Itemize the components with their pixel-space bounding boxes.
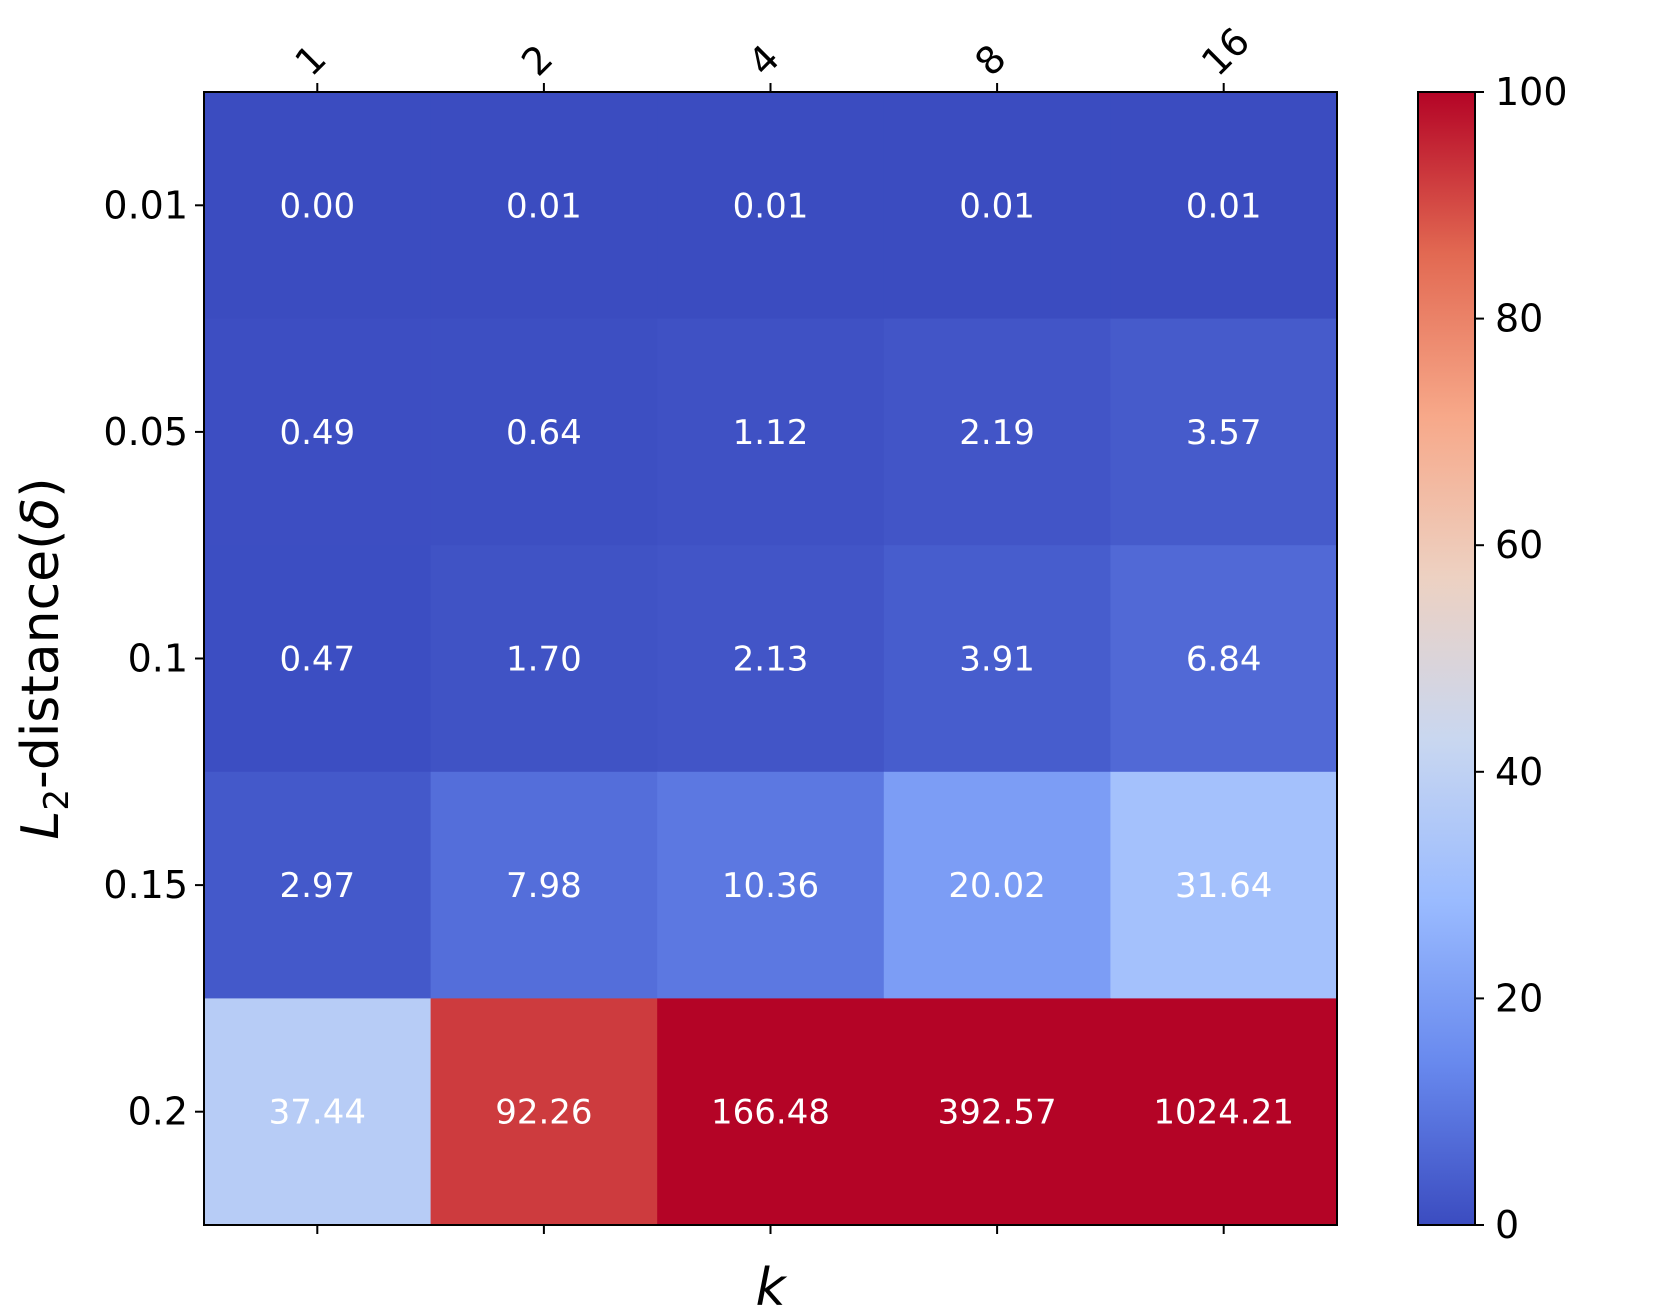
- heatmap-cell: [883, 771, 1111, 999]
- colorbar: [1417, 91, 1476, 1226]
- heatmap-cell: [430, 998, 658, 1226]
- heatmap-cell: [204, 318, 432, 546]
- cell-value-label: 1.70: [506, 640, 582, 680]
- cell-value-label: 7.98: [506, 866, 582, 906]
- y-tick-label: 0.15: [103, 863, 188, 907]
- cell-value-label: 0.01: [1186, 186, 1262, 226]
- heatmap-cell: [1110, 545, 1338, 773]
- cell-value-label: 31.64: [1175, 866, 1272, 906]
- heatmap-cell: [1110, 998, 1338, 1226]
- heatmap-cell: [883, 318, 1111, 546]
- colorbar-tick-label: 80: [1495, 297, 1543, 341]
- x-tick-label: 16: [1193, 19, 1258, 84]
- cell-value-label: 166.48: [711, 1093, 830, 1133]
- cell-value-label: 0.47: [279, 640, 355, 680]
- x-tick-label: 1: [287, 36, 335, 84]
- cell-value-label: 2.13: [733, 640, 809, 680]
- y-axis-label-main: L: [11, 811, 71, 840]
- cell-value-label: 3.57: [1186, 413, 1262, 453]
- colorbar-tick-label: 40: [1495, 750, 1543, 794]
- cell-value-label: 0.49: [279, 413, 355, 453]
- cell-value-label: 0.64: [506, 413, 582, 453]
- heatmap-cell: [430, 545, 658, 773]
- cell-value-label: 10.36: [722, 866, 819, 906]
- heatmap-cell: [657, 545, 885, 773]
- heatmap-cell: [657, 998, 885, 1226]
- colorbar-tick-label: 60: [1495, 523, 1543, 567]
- cell-value-label: 20.02: [948, 866, 1045, 906]
- heatmap-cell: [1110, 92, 1338, 320]
- heatmap-cell: [430, 92, 658, 320]
- colorbar-tick-label: 0: [1495, 1203, 1519, 1247]
- x-tick-label: 2: [513, 36, 561, 84]
- heatmap-cell: [204, 998, 432, 1226]
- cell-value-label: 0.00: [279, 186, 355, 226]
- x-axis-bottom-ticks: [316, 1225, 1225, 1234]
- colorbar-ticks: 0 20 40 60 80 100: [1475, 70, 1568, 1247]
- cell-value-label: 1.12: [733, 413, 809, 453]
- heatmap-cell: [657, 92, 885, 320]
- heatmap-cell: [883, 92, 1111, 320]
- y-axis-label-rest: -distance(: [11, 530, 71, 789]
- heatmap-cell: [204, 545, 432, 773]
- cell-value-label: 0.01: [959, 186, 1035, 226]
- heatmap-cell: [657, 318, 885, 546]
- colorbar-tick-label: 100: [1495, 70, 1568, 114]
- x-axis-label: k: [755, 1258, 787, 1312]
- heatmap-cell: [430, 318, 658, 546]
- cell-value-label: 0.01: [506, 186, 582, 226]
- cell-value-label: 6.84: [1186, 640, 1262, 680]
- y-axis-label: L2-distance(δ): [11, 477, 77, 839]
- x-tick-label: 8: [966, 36, 1014, 84]
- y-axis-label-subscript: 2: [37, 789, 77, 811]
- heatmap-cell: [1110, 318, 1338, 546]
- cell-value-label: 3.91: [959, 640, 1035, 680]
- heatmap-cell: [883, 545, 1111, 773]
- x-tick-label: 4: [740, 36, 788, 84]
- cell-value-label: 92.26: [495, 1093, 592, 1133]
- cell-value-label: 2.97: [279, 866, 355, 906]
- heatmap-cell: [204, 771, 432, 999]
- y-axis-ticks: 0.01 0.05 0.1 0.15 0.2: [103, 183, 204, 1134]
- cell-value-label: 2.19: [959, 413, 1035, 453]
- cell-value-label: 37.44: [269, 1093, 366, 1133]
- cell-value-label: 0.01: [733, 186, 809, 226]
- y-axis-label-close: ): [11, 477, 71, 497]
- heatmap-cell: [1110, 771, 1338, 999]
- y-tick-label: 0.01: [103, 183, 188, 227]
- heatmap-cell: [883, 998, 1111, 1226]
- y-tick-label: 0.1: [128, 637, 188, 681]
- y-tick-label: 0.05: [103, 410, 188, 454]
- y-axis-label-symbol: δ: [11, 498, 71, 530]
- y-tick-label: 0.2: [128, 1090, 188, 1134]
- cell-value-label: 1024.21: [1153, 1093, 1294, 1133]
- x-axis-top-ticks: 1 2 4 8 16: [287, 19, 1258, 92]
- heatmap-cell: [430, 771, 658, 999]
- heatmap-cells: 0.00 0.01 0.01 0.01 0.01 0.49 0.64 1.12 2.19 3.57…: [204, 92, 1338, 1226]
- heatmap-cell: [657, 771, 885, 999]
- heatmap-cell: [204, 92, 432, 320]
- colorbar-tick-label: 20: [1495, 976, 1543, 1020]
- cell-value-label: 392.57: [938, 1093, 1057, 1133]
